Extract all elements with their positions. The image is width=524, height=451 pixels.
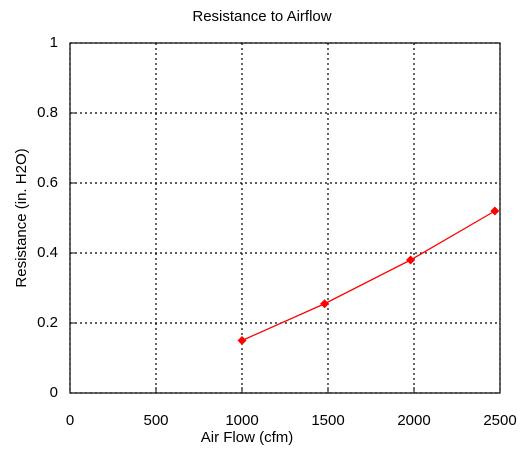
x-axis-label: Air Flow (cfm) bbox=[201, 429, 294, 446]
chart-title: Resistance to Airflow bbox=[192, 8, 331, 25]
x-tick-label: 500 bbox=[143, 412, 168, 429]
data-point bbox=[406, 255, 416, 265]
x-tick-label: 2500 bbox=[483, 412, 516, 429]
data-point bbox=[490, 206, 500, 216]
data-point bbox=[320, 299, 330, 309]
y-tick-label: 1 bbox=[50, 34, 58, 51]
x-tick-label: 2000 bbox=[397, 412, 430, 429]
y-tick-label: 0.4 bbox=[37, 244, 58, 261]
y-tick-label: 0.8 bbox=[37, 104, 58, 121]
y-tick-label: 0 bbox=[50, 384, 58, 401]
x-tick-label: 1500 bbox=[311, 412, 344, 429]
y-tick-label: 0.2 bbox=[37, 314, 58, 331]
data-line bbox=[241, 210, 496, 342]
x-tick-label: 0 bbox=[66, 412, 74, 429]
y-axis-label: Resistance (in. H2O) bbox=[13, 148, 30, 287]
y-tick-label: 0.6 bbox=[37, 174, 58, 191]
data-point bbox=[237, 336, 247, 345]
x-tick-label: 1000 bbox=[225, 412, 258, 429]
plot-frame bbox=[69, 42, 501, 394]
